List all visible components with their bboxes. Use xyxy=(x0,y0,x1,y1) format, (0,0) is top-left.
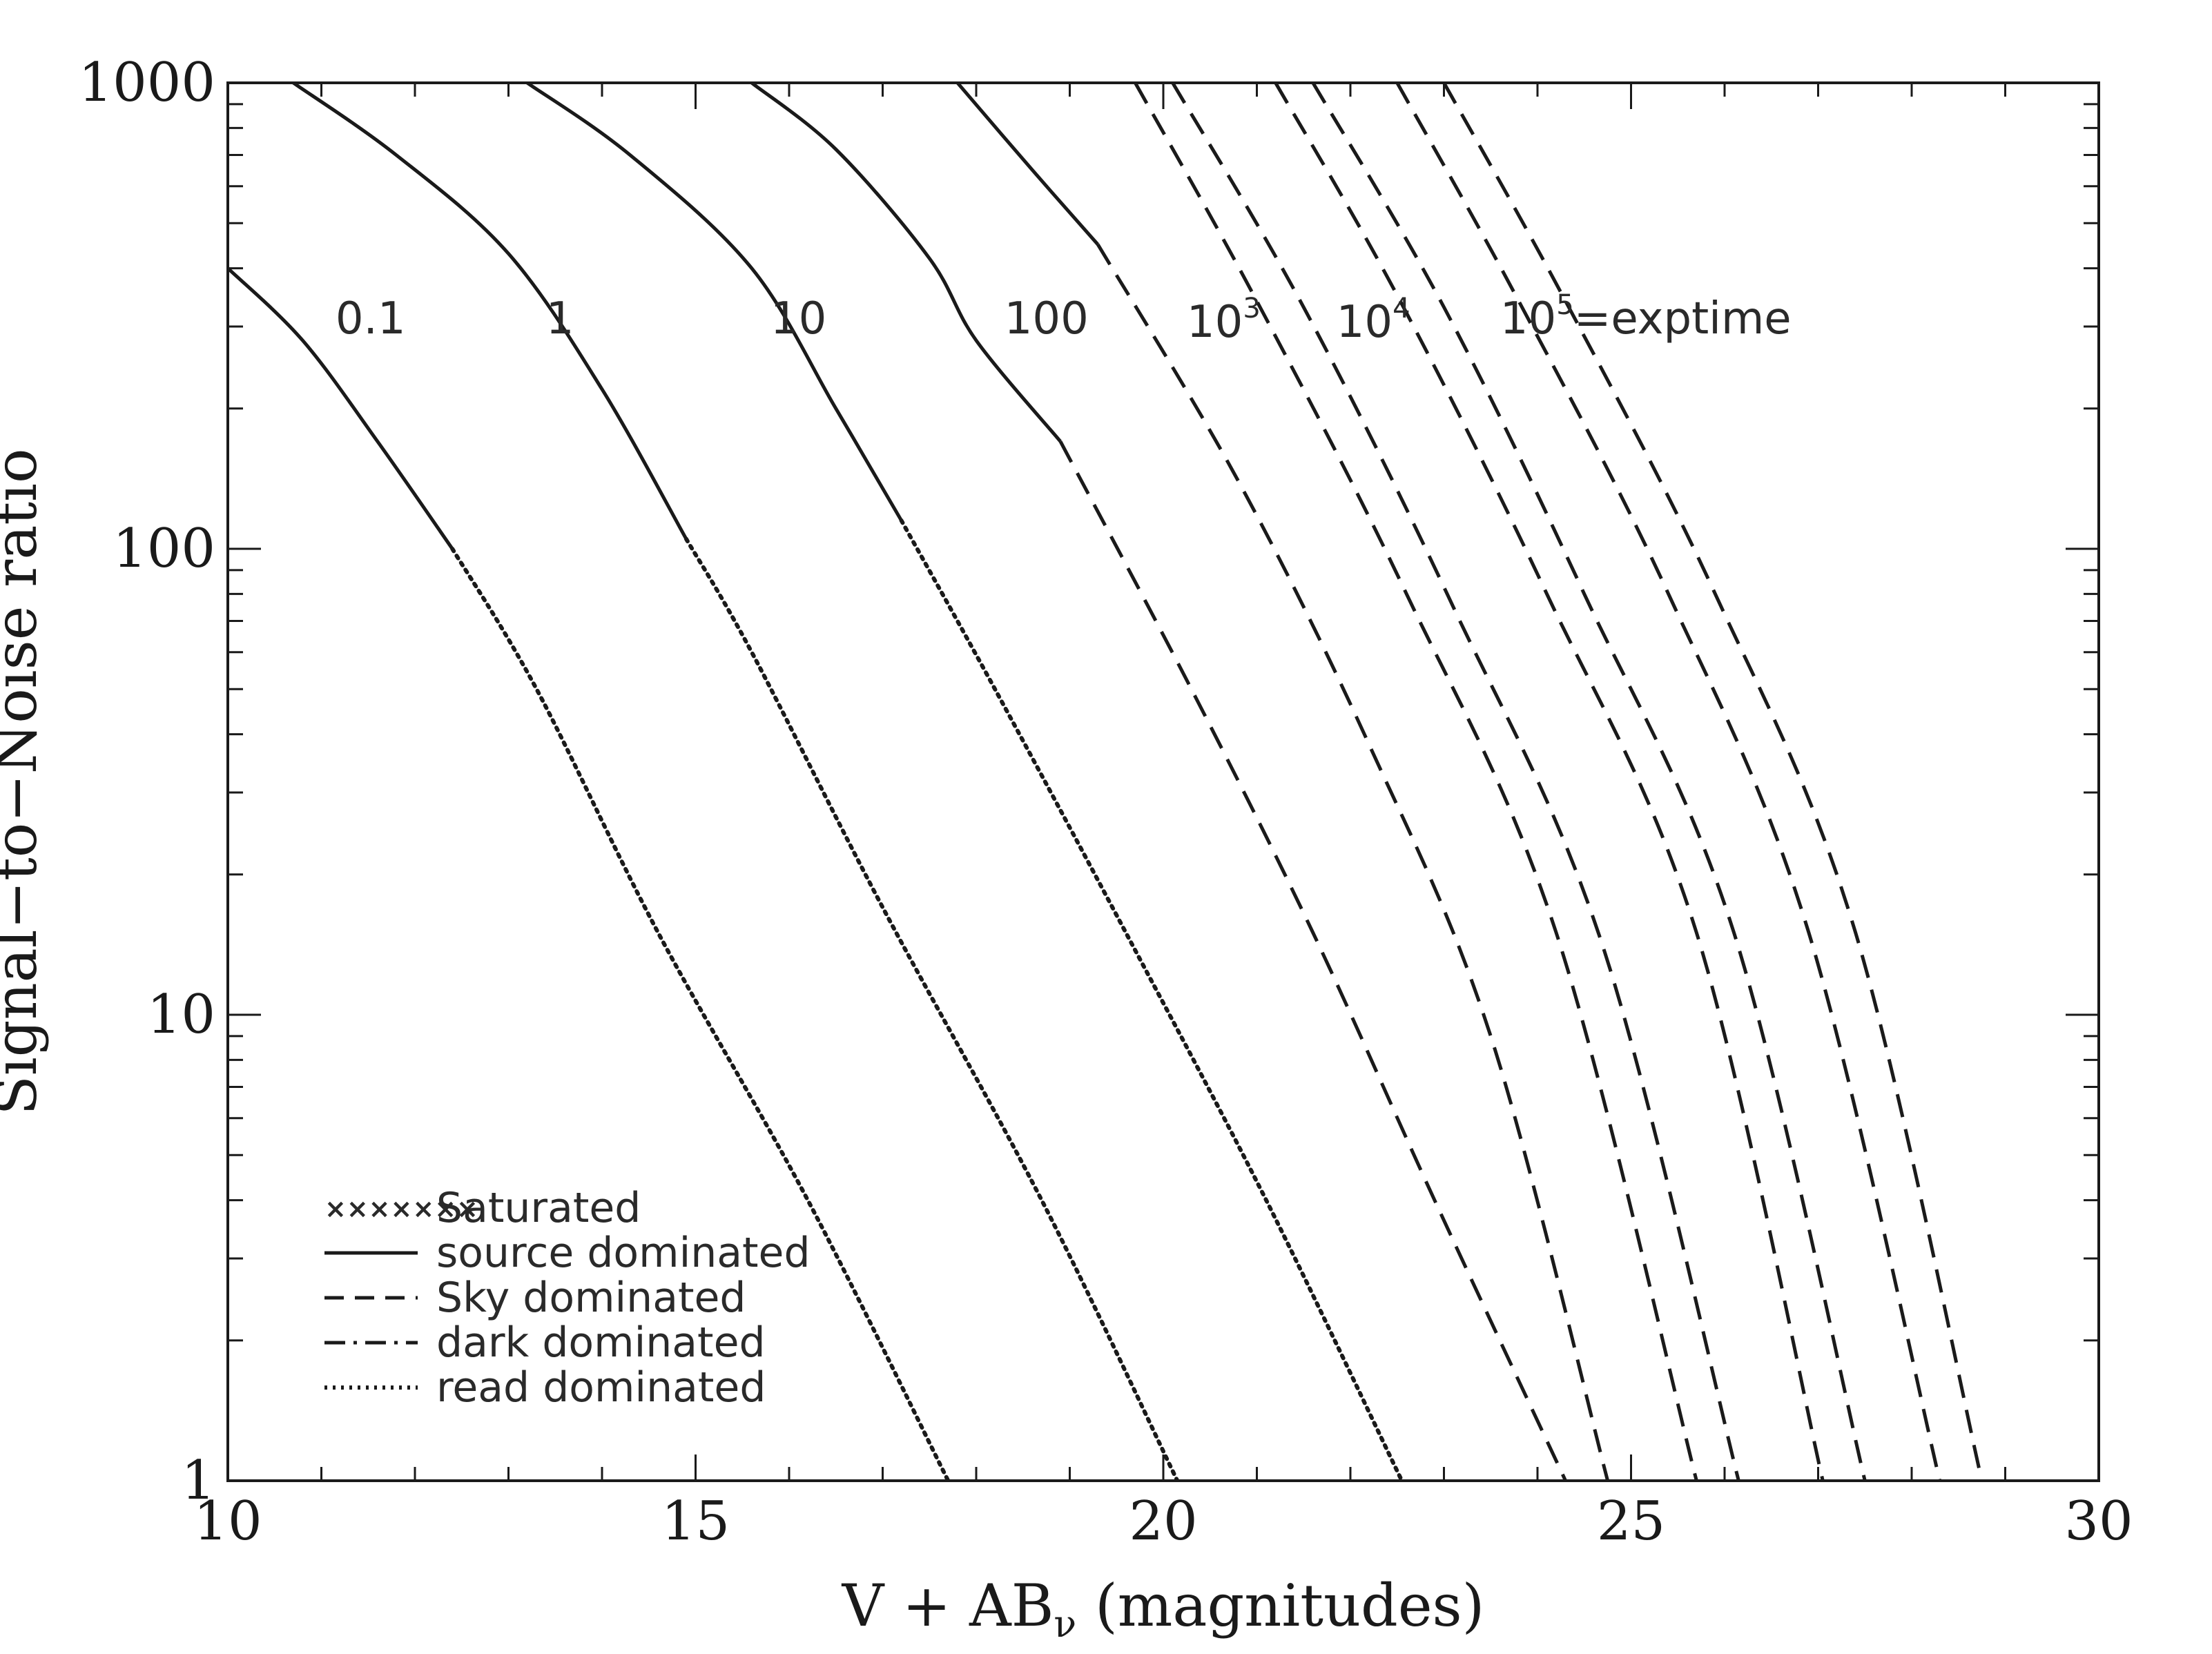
exptime-label: 100 xyxy=(1005,293,1089,344)
y-tick-label: 1000 xyxy=(78,52,215,114)
curve-labels-group: 0.1 1 10 100 103 104 105=exptime xyxy=(336,289,1792,348)
x-axis-label: V + ABν (magnitudes) xyxy=(842,1572,1485,1646)
y-tick-label: 1 xyxy=(181,1450,215,1512)
x-tick-label: 10 xyxy=(193,1490,262,1553)
series-4-solid-segment xyxy=(956,83,1100,246)
legend-label: Sky dominated xyxy=(436,1274,746,1322)
legend-label: source dominated xyxy=(436,1229,811,1277)
legend-label: Saturated xyxy=(436,1184,641,1232)
axis-labels-group: V + ABν (magnitudes) Signal−to−Noise rati… xyxy=(0,448,1484,1646)
series-3-solid-segment xyxy=(750,83,1062,443)
legend-saturated-symbol: ××××××× xyxy=(324,1194,478,1224)
series-3-dashed-segment xyxy=(1058,440,1567,1481)
series-9-dashed-segment xyxy=(1395,83,1942,1481)
exptime-label: 103 xyxy=(1187,293,1261,348)
series-4-dashed-segment xyxy=(1096,243,1610,1481)
x-tick-label: 15 xyxy=(661,1490,730,1553)
legend-label: read dominated xyxy=(436,1363,766,1412)
y-tick-label: 10 xyxy=(147,984,215,1046)
y-tick-label: 100 xyxy=(113,518,215,580)
exptime-label: 104 xyxy=(1337,293,1410,348)
series-8-dashed-segment xyxy=(1311,83,1867,1481)
series-10-dashed-segment xyxy=(1442,83,1984,1481)
series-group xyxy=(228,83,1984,1481)
y-axis-label: Signal−to−Noise ratio xyxy=(0,448,50,1115)
series-5-dashed-segment xyxy=(1134,83,1698,1481)
series-6-dashed-segment xyxy=(1171,83,1740,1481)
exptime-label: 105=exptime xyxy=(1500,289,1792,344)
legend-label: dark dominated xyxy=(436,1319,766,1367)
series-2-dotted-segment xyxy=(899,518,1404,1481)
exptime-label: 0.1 xyxy=(336,293,406,344)
series-7-dashed-segment xyxy=(1274,83,1825,1481)
series-0-dotted-segment xyxy=(450,547,951,1481)
series-2-solid-segment xyxy=(526,83,903,522)
series-1-dotted-segment xyxy=(683,536,1180,1481)
x-tick-label: 30 xyxy=(2064,1490,2133,1553)
series-1-solid-segment xyxy=(292,83,688,540)
x-tick-label: 20 xyxy=(1129,1490,1197,1553)
series-0-solid-segment xyxy=(228,266,454,550)
exptime-label: 10 xyxy=(770,293,826,344)
exptime-label: 1 xyxy=(546,293,574,344)
x-tick-label: 25 xyxy=(1597,1490,1665,1553)
